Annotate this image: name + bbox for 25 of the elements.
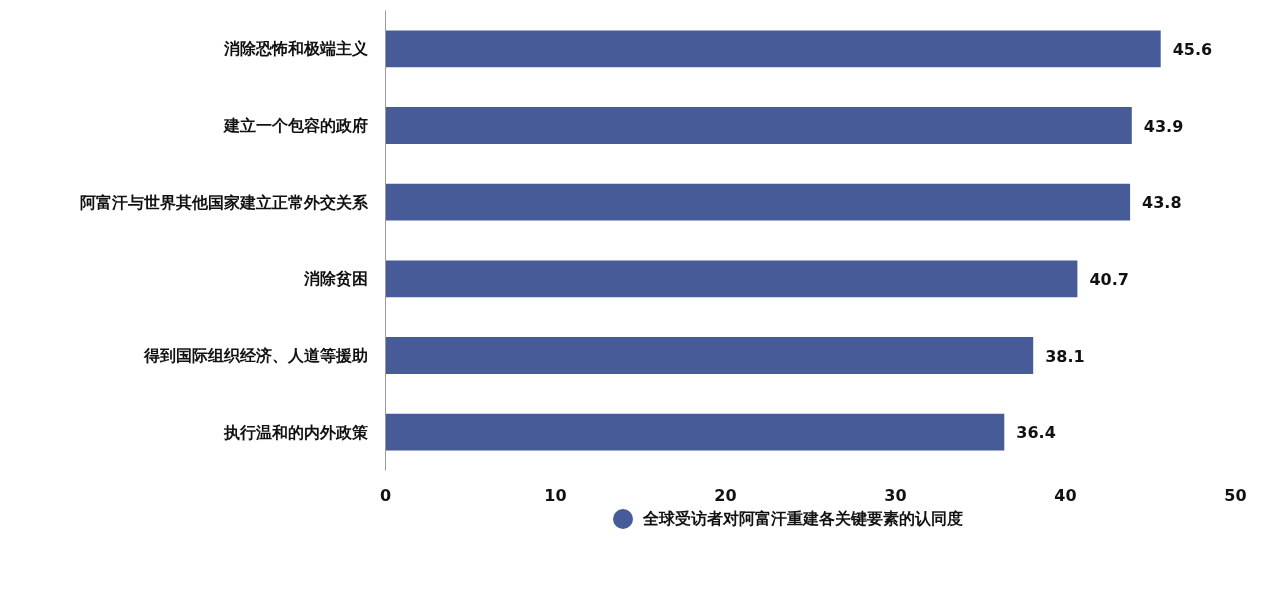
- data-label: 45.6: [1172, 39, 1213, 59]
- bar: [385, 183, 1131, 221]
- x-tick-label: 40: [1054, 485, 1077, 505]
- data-label: 43.8: [1142, 193, 1182, 213]
- legend-label: 全球受访者对阿富汗重建各关键要素的认同度: [642, 508, 963, 530]
- data-label: 38.1: [1045, 346, 1085, 366]
- bar: [385, 413, 1005, 451]
- x-tick-label: 0: [379, 485, 392, 505]
- data-label: 36.4: [1016, 423, 1056, 443]
- y-tick-label: 消除恐怖和极端主义: [222, 39, 368, 59]
- bar: [385, 107, 1132, 144]
- x-tick-label: 20: [714, 485, 737, 505]
- y-tick-label: 消除贫困: [302, 269, 368, 289]
- y-tick-label: 得到国际组织经济、人道等援助: [142, 346, 368, 365]
- x-tick-label: 10: [544, 485, 567, 505]
- y-tick-label: 阿富汗与世界其他国家建立正常外交关系: [79, 192, 369, 212]
- data-label: 43.9: [1143, 116, 1184, 136]
- x-tick-label: 50: [1224, 485, 1247, 505]
- y-tick-label: 执行温和的内外政策: [222, 422, 368, 442]
- bar: [385, 260, 1078, 298]
- bar: [385, 337, 1034, 374]
- x-tick-label: 30: [884, 485, 907, 505]
- y-tick-label: 建立一个包容的政府: [221, 116, 368, 135]
- bar: [385, 30, 1161, 68]
- data-label: 40.7: [1089, 269, 1129, 289]
